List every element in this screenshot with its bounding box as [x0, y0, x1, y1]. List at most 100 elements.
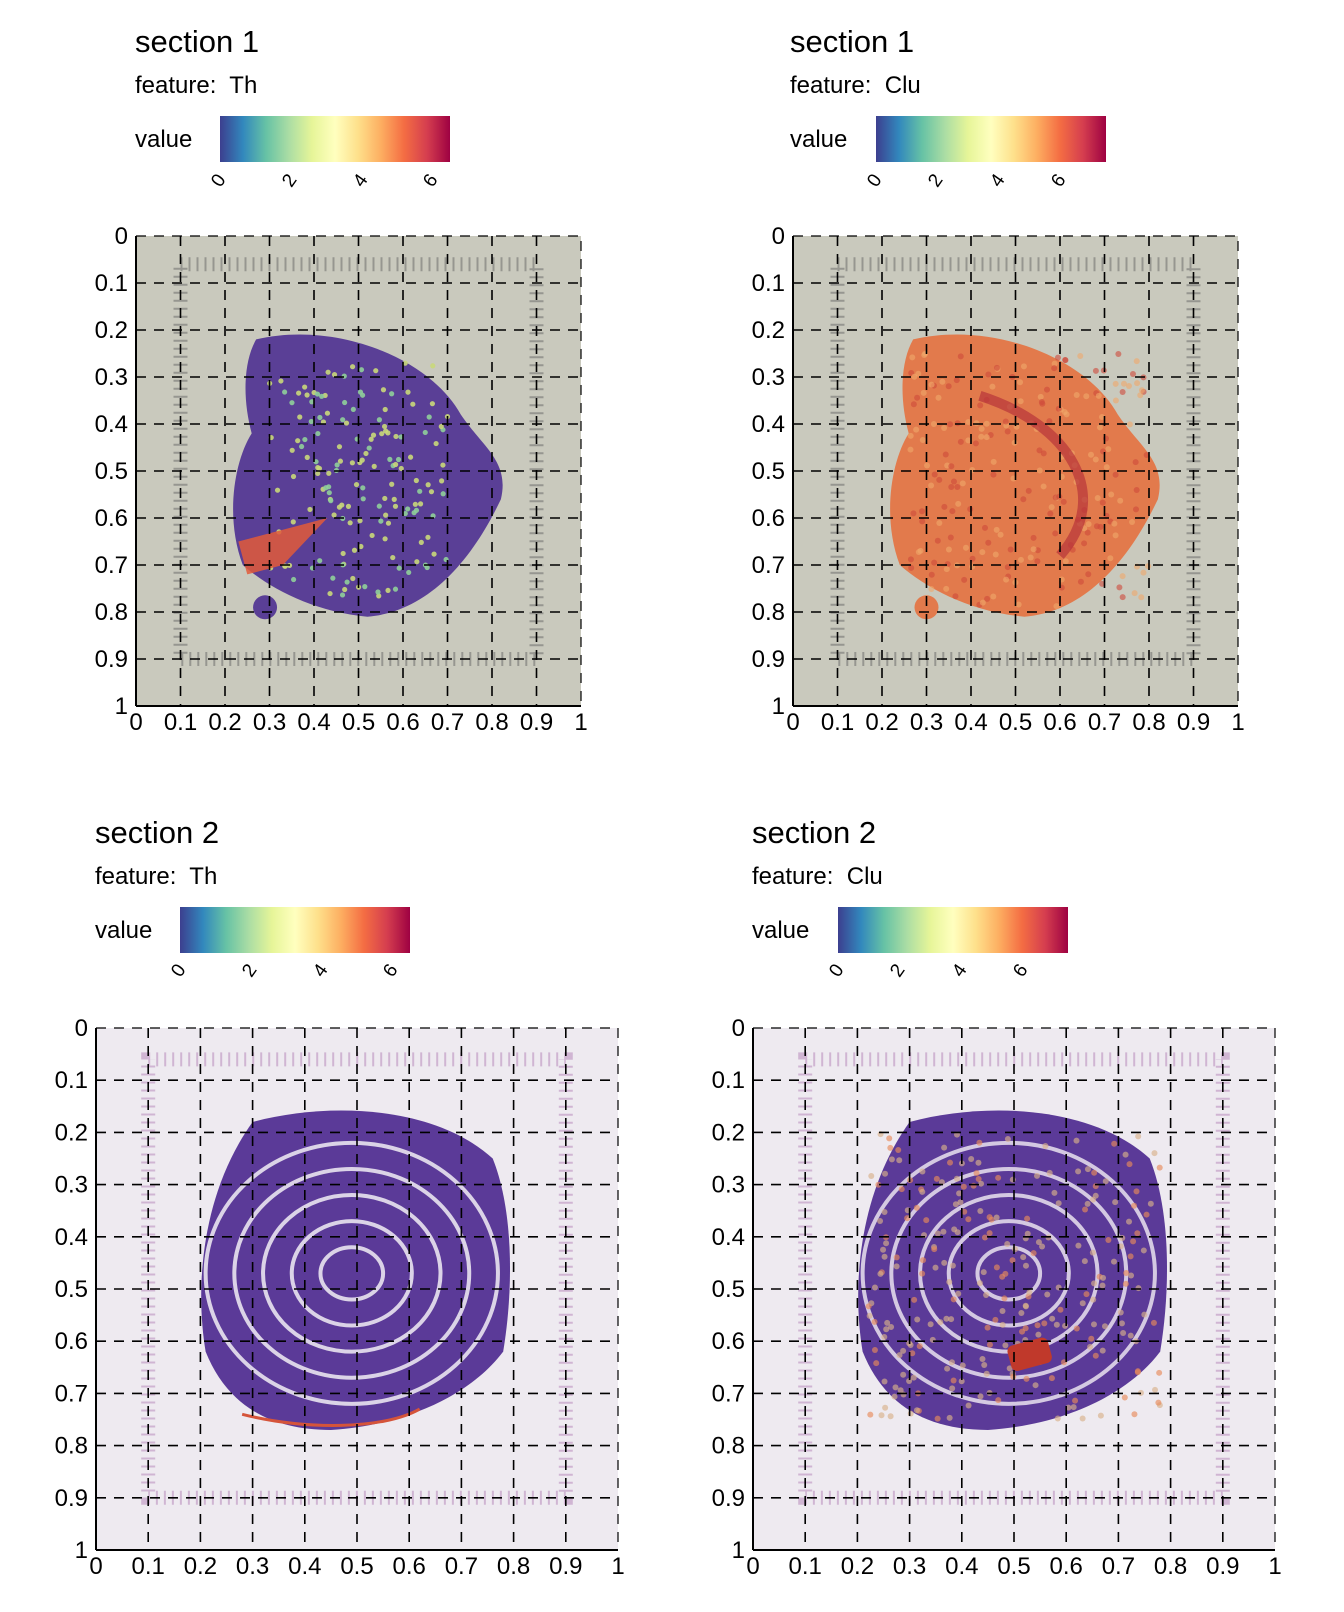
expression-spot [1077, 578, 1084, 585]
expression-spot [440, 462, 446, 468]
expression-spot [965, 1402, 972, 1409]
expression-spot [1011, 439, 1018, 446]
expression-spot [1034, 1322, 1041, 1329]
x-tick-label: 0.6 [393, 1553, 426, 1580]
expression-spot [428, 489, 435, 495]
expression-spot [433, 440, 439, 447]
expression-spot [339, 592, 346, 598]
expression-spot [979, 1355, 986, 1362]
expression-spot [908, 564, 915, 571]
expression-spot [1030, 534, 1037, 541]
expression-spot [395, 456, 402, 463]
expression-spot [955, 500, 962, 507]
expression-spot [981, 1234, 988, 1241]
expression-spot [1057, 1306, 1064, 1313]
expression-spot [1145, 563, 1152, 570]
expression-spot [1017, 379, 1024, 386]
expression-spot [1088, 451, 1095, 458]
colorbar [876, 116, 1106, 162]
expression-spot [986, 1214, 993, 1221]
expression-spot [1039, 1243, 1046, 1250]
expression-spot [957, 1199, 964, 1206]
expression-spot [944, 561, 951, 568]
expression-spot [402, 360, 408, 366]
expression-spot [934, 537, 941, 544]
expression-spot [1096, 424, 1103, 431]
expression-spot [941, 1259, 948, 1266]
expression-spot [888, 1156, 895, 1163]
tissue-fold [203, 1140, 500, 1406]
expression-spot [315, 430, 321, 437]
expression-spot [1112, 471, 1119, 478]
y-tick-label: 0.6 [712, 1328, 745, 1355]
expression-spot [1092, 456, 1099, 463]
expression-spot [916, 1343, 923, 1350]
expression-spot [376, 503, 382, 509]
expression-spot [382, 536, 388, 542]
expression-spot [979, 549, 986, 556]
expression-spot [382, 406, 388, 413]
expression-spot [1022, 1325, 1029, 1332]
expression-spot [986, 1341, 993, 1348]
expression-spot [417, 501, 424, 507]
expression-spot [1115, 351, 1122, 358]
expression-spot [410, 401, 416, 407]
expression-spot [938, 1179, 945, 1186]
colorbar-tick-label: 2 [238, 960, 262, 982]
expression-spot [1020, 363, 1027, 370]
expression-spot [976, 1139, 983, 1146]
colorbar-tick-label: 6 [1047, 170, 1071, 192]
expression-spot [949, 1262, 956, 1269]
x-tick-label: 0.3 [910, 709, 943, 736]
expression-spot [1135, 1133, 1142, 1140]
expression-spot [1017, 398, 1024, 405]
expression-spot [977, 402, 984, 409]
expression-spot [357, 518, 363, 524]
feature-label: feature: [790, 72, 872, 99]
expression-hotspot [238, 518, 328, 575]
expression-spot [1027, 554, 1034, 561]
y-tick-label: 0.5 [95, 458, 128, 485]
expression-spot [331, 372, 338, 378]
expression-spot [962, 544, 969, 551]
expression-spot [1092, 1192, 1099, 1199]
y-tick-label: 1 [732, 1537, 745, 1564]
y-tick-label: 0.5 [752, 458, 785, 485]
expression-spot [1062, 357, 1069, 364]
expression-spot [878, 1412, 885, 1419]
expression-spot [393, 461, 399, 468]
expression-spot [865, 1303, 872, 1310]
expression-spot [945, 383, 952, 390]
expression-spot [375, 589, 381, 595]
expression-spot [274, 487, 281, 493]
expression-spot [1036, 467, 1043, 474]
expression-spot [946, 1414, 953, 1421]
expression-spot [414, 559, 420, 565]
x-tick-label: 1 [1231, 709, 1244, 736]
expression-spot [956, 1190, 963, 1197]
expression-spot [290, 576, 297, 583]
expression-spot [907, 556, 914, 563]
x-tick-label: 0.6 [386, 709, 419, 736]
expression-spot [1083, 1291, 1090, 1298]
expression-spot [1133, 358, 1140, 365]
expression-spot [939, 378, 946, 385]
expression-spot [975, 1159, 982, 1166]
expression-spot [934, 1415, 941, 1422]
spatial-plot: 00.10.20.30.40.50.60.70.80.910 0.1 0.2 0.3 0… [55, 1015, 625, 1580]
y-tick-label: 0.7 [752, 552, 785, 579]
feature-name: Clu [884, 72, 921, 99]
expression-spot [931, 471, 938, 478]
expression-spot [1103, 464, 1110, 471]
expression-spot [1090, 1296, 1097, 1303]
expression-spot [1123, 1269, 1130, 1276]
expression-spot [952, 593, 959, 600]
expression-spot [891, 1393, 898, 1400]
y-tick-label: 0.1 [712, 1067, 745, 1094]
expression-spot [993, 526, 1000, 533]
expression-spot [390, 554, 396, 561]
tissue-fragment [253, 595, 278, 620]
expression-spot [995, 1397, 1002, 1404]
expression-spot [973, 1170, 980, 1177]
expression-spot [1112, 532, 1119, 539]
